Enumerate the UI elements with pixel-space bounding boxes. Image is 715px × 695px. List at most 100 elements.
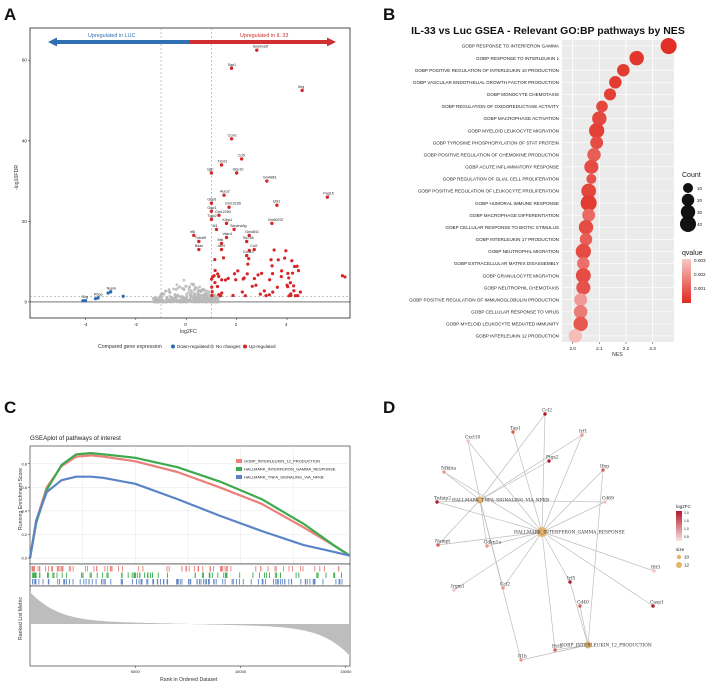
hub-label: GOBP_INTERLEUKIN_12_PRODUCTION xyxy=(560,643,652,648)
labeled-gene-point xyxy=(229,66,234,70)
hub-label: HALLMARK_INTERFERON_GAMMA_RESPONSE xyxy=(514,530,625,535)
labeled-gene-point xyxy=(209,201,214,205)
nochange-point xyxy=(198,285,202,289)
upregulated-point xyxy=(258,292,262,296)
labeled-gene-point xyxy=(83,298,88,303)
gene-label: Aurp2 xyxy=(220,190,230,194)
nochange-point xyxy=(213,300,217,304)
pathway-dot xyxy=(603,88,617,101)
gsea-y-tick-label: 0.4 xyxy=(21,509,27,514)
gsea-x-tick-label: 5000 xyxy=(131,669,141,674)
nochange-point xyxy=(184,284,188,288)
es-line xyxy=(28,475,351,559)
downregulated-point xyxy=(93,297,98,301)
nochange-point xyxy=(207,290,211,294)
hub-node xyxy=(584,641,592,649)
upregulated-point xyxy=(247,257,251,261)
labeled-gene-point xyxy=(227,205,231,209)
nochange-point xyxy=(190,299,194,302)
count-legend-label: 10 xyxy=(697,186,703,191)
pathway-label: GOBP POSITIVE REGULATION OF INTERLEUKIN … xyxy=(415,68,559,73)
qvalue-legend-title: qvalue xyxy=(682,250,703,257)
upregulated-point xyxy=(226,276,230,280)
volcano-guides xyxy=(30,28,350,318)
pathway-label: GOBP HUMORAL IMMUNE RESPONSE xyxy=(475,201,559,206)
upregulated-point xyxy=(271,290,275,294)
pathway-dot xyxy=(592,111,607,126)
pathway-dot xyxy=(589,122,605,139)
gene-node-label: Nampt xyxy=(435,540,450,545)
labeled-gene-point xyxy=(222,193,226,197)
gsea-legend-swatch xyxy=(236,459,242,463)
volcano-legend: Compared gene expression Down-regulated … xyxy=(98,344,276,350)
panel-label-d: D xyxy=(383,398,395,417)
labeled-gene-point xyxy=(108,290,113,294)
dotplot-x-ticks: 2.0 2.1 2.2 2.3 xyxy=(569,342,656,351)
upregulated-point xyxy=(264,294,268,298)
gene-node xyxy=(543,412,547,416)
pathway-dot xyxy=(582,208,596,222)
gene-node xyxy=(485,544,489,548)
labeled-gene-point xyxy=(252,247,256,252)
gene-node xyxy=(651,604,655,608)
gene-node-label: Ifit3 xyxy=(651,566,660,571)
upregulated-point xyxy=(272,248,276,252)
gene-node xyxy=(436,543,440,547)
upregulated-point xyxy=(276,258,280,262)
gene-label: Serpina3f xyxy=(253,45,268,49)
pathway-label: GOBP MACROPHAGE DIFFERENTIATION xyxy=(469,213,559,218)
network-edge xyxy=(467,440,543,533)
nochange-point xyxy=(215,300,219,304)
gsea-y-ticks: 0.0 0.2 0.4 0.6 0.8 xyxy=(21,461,30,561)
network-edge xyxy=(541,531,556,651)
labeled-gene-point xyxy=(255,48,259,52)
upregulated-point xyxy=(256,273,260,277)
gene-label: Ubl1 xyxy=(273,200,280,204)
pathway-label: GOBP POSITIVE REGULATION OF LEUKOCYTE PR… xyxy=(418,189,559,194)
arrow-right-head xyxy=(327,37,336,47)
pathway-dot xyxy=(578,220,594,235)
labeled-gene-point xyxy=(244,253,249,258)
pathway-label: GOBP POSITIVE REGULATION OF IMMUNOGLOBUL… xyxy=(409,297,559,302)
pathway-dot xyxy=(581,183,597,199)
nochange-point xyxy=(203,300,207,304)
gene-node xyxy=(578,604,582,608)
network-edge xyxy=(453,531,543,591)
nochange-point xyxy=(196,297,200,300)
nochange-point xyxy=(181,296,185,300)
labeled-gene-point xyxy=(217,213,221,217)
gene-label: Bdan xyxy=(195,244,203,248)
arrow-left-label: Upregulated in LUC xyxy=(88,33,135,39)
network-edge xyxy=(467,440,481,501)
gene-node-label: Casp1 xyxy=(650,601,664,606)
upregulated-point xyxy=(343,275,347,279)
network-edge xyxy=(541,531,654,607)
volcano-nochange-points xyxy=(152,278,221,304)
labeled-gene-point xyxy=(219,247,224,252)
hub-label: HALLMARK_TNFA_SIGNALING_VIA_NFKB xyxy=(452,498,549,503)
upregulated-point xyxy=(288,281,293,285)
count-legend-dot xyxy=(679,215,697,233)
upregulated-point xyxy=(290,259,294,263)
hub-node xyxy=(476,496,484,504)
pathway-label: GOBP NEUTROPHIL MIGRATION xyxy=(488,249,559,254)
nochange-point xyxy=(183,298,187,302)
count-legend-label: 20 xyxy=(697,198,703,203)
gsea-dot-plot: IL-33 vs Luc GSEA - Relevant GO:BP pathw… xyxy=(409,25,706,358)
network-edge xyxy=(541,531,571,583)
pathway-label: GOBP MACROPHAGE ACTIVATION xyxy=(483,116,559,121)
network-edge xyxy=(541,501,606,533)
upregulated-point xyxy=(286,271,290,275)
nochange-point xyxy=(167,288,171,291)
dotplot-count-legend: Count 10 20 30 40 xyxy=(679,172,703,233)
nochange-point xyxy=(164,289,168,293)
upregulated-point xyxy=(247,248,251,252)
gene-label: Txb21 xyxy=(217,159,227,163)
gene-node xyxy=(452,588,456,592)
nochange-point xyxy=(195,300,199,304)
gene-label: Gbp6 xyxy=(207,198,216,202)
nochange-point xyxy=(200,288,204,292)
gene-label: Rbpp xyxy=(94,292,103,296)
nochange-point xyxy=(175,294,179,297)
nochange-point xyxy=(165,300,169,304)
